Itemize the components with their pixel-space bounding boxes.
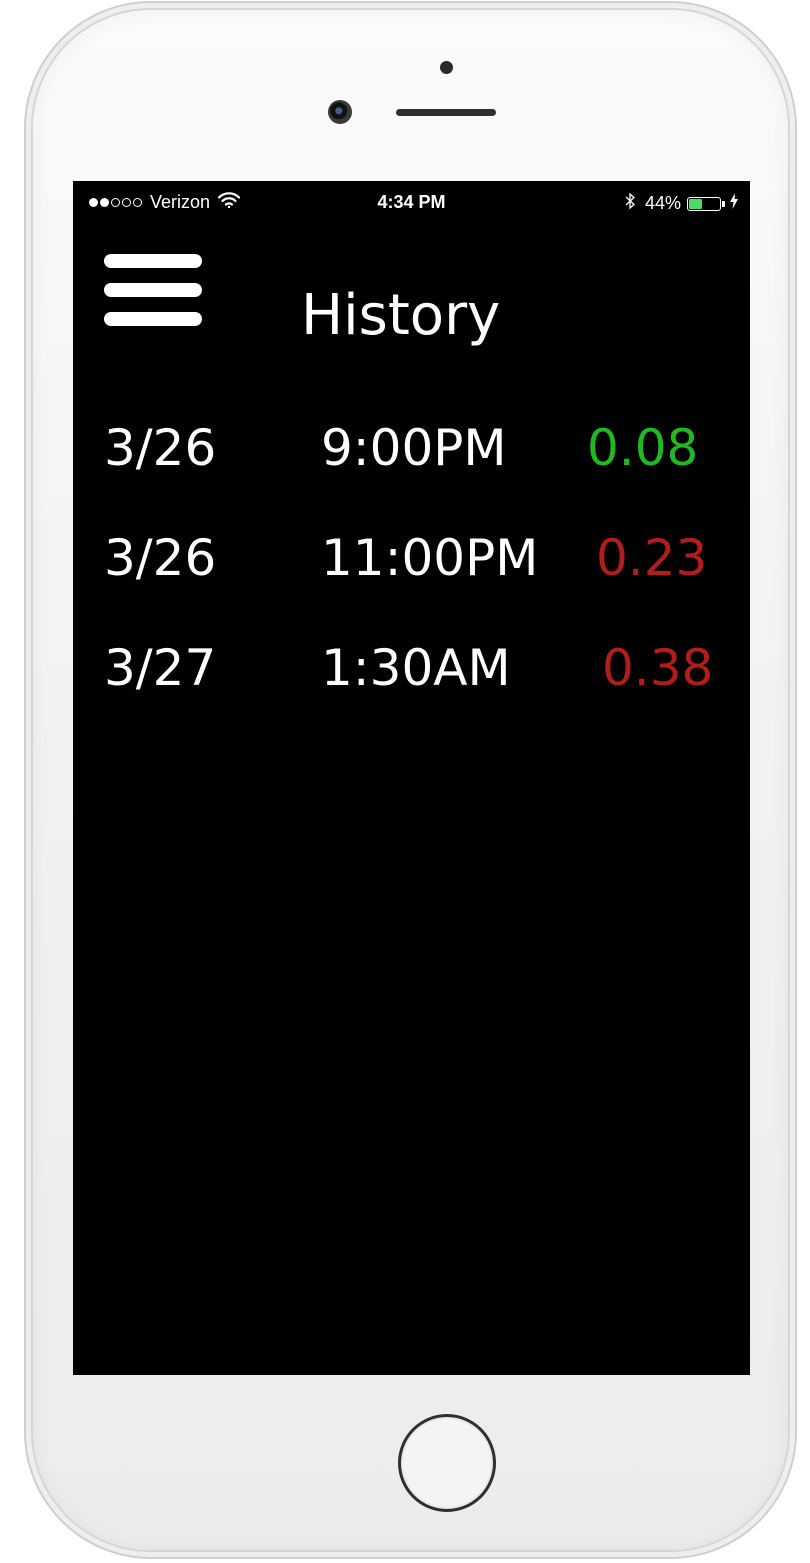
signal-dots-icon bbox=[89, 198, 144, 207]
carrier-label: Verizon bbox=[150, 192, 211, 212]
menu-bar-middle bbox=[104, 283, 202, 297]
proximity-sensor bbox=[440, 61, 453, 74]
status-time: 4:34 PM bbox=[377, 192, 446, 212]
volume-up-button bbox=[27, 305, 33, 400]
menu-bar-bottom bbox=[104, 312, 202, 326]
history-date: 3/27 bbox=[104, 639, 217, 697]
bluetooth-icon bbox=[625, 192, 635, 215]
history-row[interactable]: 3/26 9:00PM 0.08 bbox=[73, 413, 750, 483]
power-button bbox=[788, 305, 794, 400]
history-row[interactable]: 3/26 11:00PM 0.23 bbox=[73, 523, 750, 593]
menu-bar-top bbox=[104, 254, 202, 268]
history-value: 0.38 bbox=[602, 639, 714, 697]
battery-level-fill bbox=[689, 198, 702, 209]
history-date: 3/26 bbox=[104, 419, 217, 477]
history-value: 0.08 bbox=[587, 419, 699, 477]
status-right: 44% bbox=[625, 192, 738, 215]
home-button-icon[interactable] bbox=[398, 1414, 496, 1512]
status-bar: Verizon 4:34 PM 44% bbox=[73, 181, 750, 223]
mute-switch bbox=[27, 190, 33, 238]
history-time: 1:30AM bbox=[321, 639, 511, 697]
signal-dot bbox=[100, 198, 109, 207]
signal-dot bbox=[122, 198, 131, 207]
history-value: 0.23 bbox=[596, 529, 708, 587]
wifi-icon bbox=[217, 192, 241, 213]
signal-dot bbox=[111, 198, 120, 207]
earpiece-speaker bbox=[396, 109, 496, 116]
battery-percent: 44% bbox=[644, 193, 681, 213]
history-time: 11:00PM bbox=[321, 529, 539, 587]
hamburger-menu-icon[interactable] bbox=[104, 254, 202, 326]
front-camera-icon bbox=[328, 100, 352, 124]
app-screen: Verizon 4:34 PM 44% bbox=[73, 181, 750, 1375]
volume-down-button bbox=[27, 430, 33, 525]
charging-bolt-icon bbox=[730, 193, 738, 214]
page-title: History bbox=[301, 283, 501, 348]
status-left: Verizon bbox=[89, 192, 241, 213]
signal-dot bbox=[133, 198, 142, 207]
battery-icon bbox=[687, 196, 721, 211]
history-row[interactable]: 3/27 1:30AM 0.38 bbox=[73, 633, 750, 703]
history-date: 3/26 bbox=[104, 529, 217, 587]
history-time: 9:00PM bbox=[321, 419, 507, 477]
history-list: 3/26 9:00PM 0.08 3/26 11:00PM 0.23 3/27 … bbox=[73, 181, 750, 1375]
battery-tip bbox=[722, 200, 725, 207]
signal-dot bbox=[89, 198, 98, 207]
